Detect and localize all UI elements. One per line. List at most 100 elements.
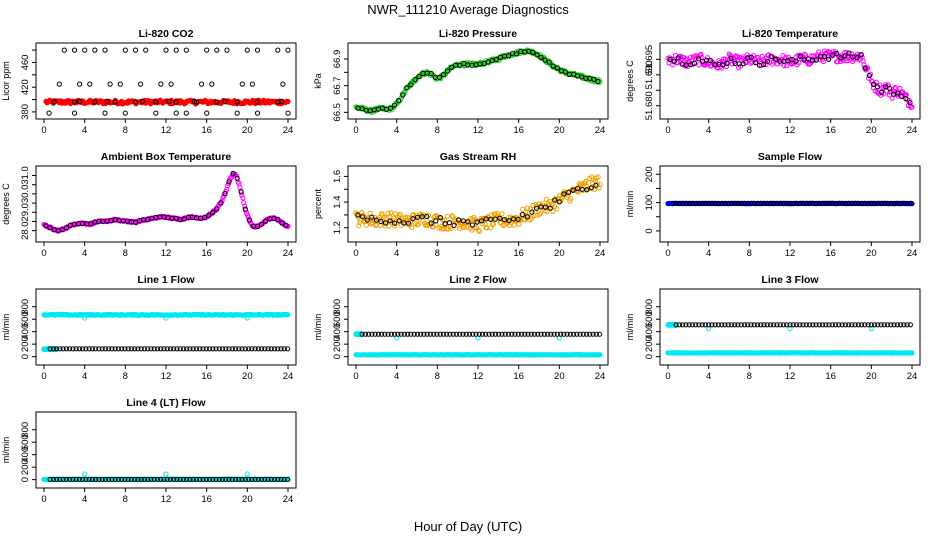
data-point (106, 476, 112, 482)
data-point (125, 476, 131, 482)
data-point (226, 346, 232, 352)
data-point (693, 322, 699, 328)
data-point (732, 322, 738, 328)
data-point (166, 98, 172, 105)
data-point (564, 331, 570, 337)
data-point (239, 81, 245, 87)
data-point (550, 63, 556, 69)
data-point (497, 215, 503, 221)
data-point (854, 55, 860, 61)
data-point (440, 331, 446, 337)
data-point (392, 102, 398, 108)
data-point (703, 200, 709, 206)
data-point (712, 322, 718, 328)
data-point (418, 331, 424, 337)
data-point (561, 331, 567, 337)
data-point (690, 200, 696, 206)
data-point (855, 322, 861, 328)
x-tick-label: 24 (907, 371, 918, 382)
data-point (206, 212, 212, 218)
data-point (71, 99, 78, 105)
data-point (54, 476, 60, 482)
data-point (787, 200, 793, 206)
data-point (722, 200, 728, 206)
data-point (122, 476, 128, 482)
data-point (780, 322, 787, 328)
data-point (396, 218, 402, 224)
data-point (83, 346, 89, 352)
data-point (184, 346, 190, 352)
x-tick-label: 16 (513, 248, 524, 259)
plot-area-line1 (41, 311, 291, 352)
data-point (501, 217, 507, 223)
y-tick-label: 100 (644, 195, 655, 211)
data-point (249, 346, 255, 352)
data-point (115, 476, 122, 482)
data-point (102, 346, 109, 352)
data-point (528, 331, 534, 337)
data-point (415, 221, 421, 227)
data-point (470, 331, 476, 337)
data-point (63, 476, 70, 482)
data-point (93, 346, 99, 352)
data-point (109, 476, 115, 482)
y-axis-label-line4: ml/min (1, 437, 11, 464)
data-point (444, 331, 450, 337)
x-tick-label: 4 (82, 371, 87, 382)
data-point (511, 222, 517, 228)
data-point (544, 208, 550, 214)
data-point (693, 200, 699, 206)
data-point (543, 204, 549, 210)
data-point (862, 65, 868, 71)
y-tick-label: 66.7 (332, 76, 343, 95)
series-line4-2 (47, 476, 291, 482)
data-point (862, 200, 868, 206)
data-point (73, 346, 79, 352)
data-point (729, 200, 735, 206)
data-point (174, 476, 180, 482)
data-point (104, 98, 110, 105)
data-point (109, 346, 115, 352)
data-point (567, 331, 573, 337)
data-point (719, 200, 725, 206)
data-point (197, 346, 203, 352)
data-point (558, 331, 564, 337)
series-sample_flow-1 (670, 200, 914, 206)
data-point (183, 47, 189, 53)
data-point (230, 170, 236, 176)
x-tick-label: 0 (353, 371, 358, 382)
data-point (554, 206, 560, 212)
x-tick-label: 12 (785, 371, 796, 382)
data-point (223, 346, 229, 352)
data-point (385, 210, 391, 217)
data-point (671, 58, 677, 64)
data-point (740, 61, 746, 67)
data-point (735, 54, 741, 60)
data-point (60, 346, 66, 352)
data-point (141, 346, 147, 352)
data-point (800, 322, 806, 328)
data-point (135, 346, 141, 352)
y-tick-label: 0 (20, 354, 31, 359)
data-point (106, 346, 112, 352)
data-point (229, 476, 235, 482)
data-point (706, 322, 712, 328)
data-point (46, 110, 52, 116)
data-point (554, 331, 560, 337)
series-pressure-1 (355, 48, 601, 114)
data-point (673, 322, 679, 328)
data-point (173, 99, 179, 105)
data-point (842, 53, 848, 59)
data-point (246, 346, 252, 352)
data-point (842, 200, 849, 206)
data-point (499, 211, 505, 217)
data-point (242, 346, 248, 352)
data-point (285, 98, 291, 105)
data-point (158, 346, 164, 352)
data-point (132, 99, 139, 105)
data-point (112, 346, 118, 352)
y-tick-label: 0 (644, 228, 655, 233)
data-point (702, 322, 709, 328)
x-tick-label: 0 (353, 248, 358, 259)
y-tick-label: 0 (20, 477, 31, 482)
